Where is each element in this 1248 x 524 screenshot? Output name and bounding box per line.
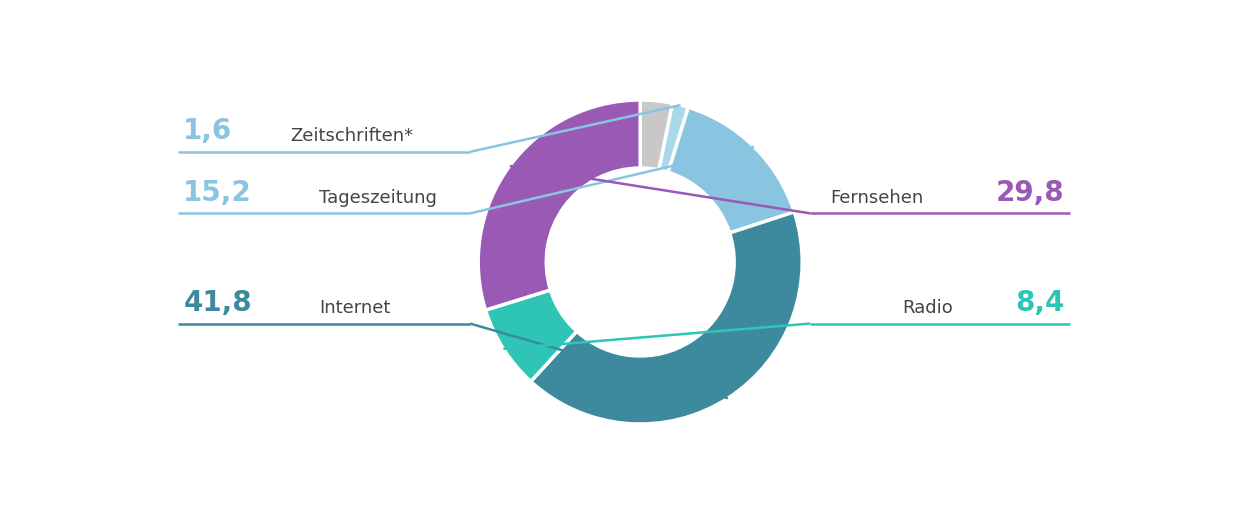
- Wedge shape: [640, 100, 673, 170]
- Text: 29,8: 29,8: [996, 179, 1065, 207]
- Text: 8,4: 8,4: [1016, 289, 1065, 317]
- Text: 41,8: 41,8: [183, 289, 252, 317]
- Wedge shape: [485, 290, 577, 381]
- Text: 1,6: 1,6: [183, 117, 232, 145]
- Wedge shape: [530, 212, 802, 424]
- Wedge shape: [659, 103, 689, 172]
- Text: Fernsehen: Fernsehen: [830, 189, 924, 207]
- Text: Radio: Radio: [902, 299, 953, 317]
- Text: Tageszeitung: Tageszeitung: [319, 189, 437, 207]
- Text: Zeitschriften*: Zeitschriften*: [291, 127, 413, 145]
- Text: Internet: Internet: [319, 299, 391, 317]
- Wedge shape: [668, 107, 794, 233]
- Text: 15,2: 15,2: [183, 179, 252, 207]
- Wedge shape: [478, 100, 640, 310]
